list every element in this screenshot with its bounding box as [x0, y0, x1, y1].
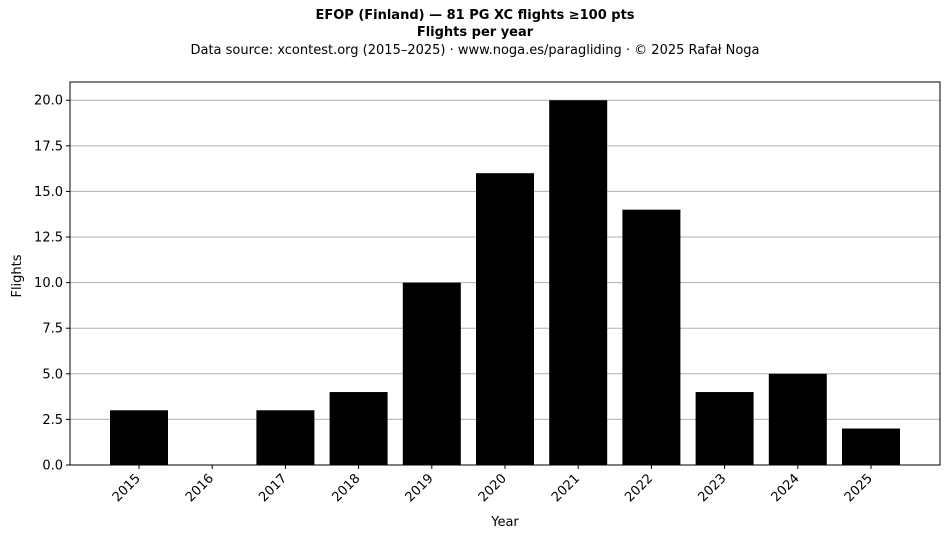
x-tick-label: 2023 — [695, 471, 729, 505]
x-tick-label: 2018 — [329, 471, 363, 505]
x-tick-label: 2015 — [110, 471, 144, 505]
x-axis-label: Year — [490, 515, 519, 530]
chart-subtitle: Flights per year — [416, 25, 534, 40]
bar-2017 — [256, 410, 315, 465]
x-tick-label: 2019 — [403, 471, 437, 505]
bar-2020 — [476, 173, 534, 465]
y-tick-label: 17.5 — [34, 139, 63, 154]
y-tick-label: 20.0 — [34, 94, 63, 109]
bar-2018 — [329, 392, 388, 465]
bar-2025 — [842, 428, 900, 465]
x-axis-ticks: 2015 2016 2017 2018 2019 2020 2021 2022 2023 2024… — [110, 465, 876, 505]
chart-source: Data source: xcontest.org (2015–2025) · … — [190, 43, 760, 58]
bar-2022 — [622, 209, 681, 465]
x-tick-label: 2022 — [622, 471, 656, 505]
x-tick-label: 2025 — [842, 471, 876, 505]
bar-2015 — [110, 410, 168, 465]
bar-2019 — [402, 282, 461, 465]
x-tick-label: 2020 — [476, 471, 510, 505]
y-axis-ticks: 0.0 2.5 5.0 7.5 10.0 12.5 15.0 17.5 20.0 — [34, 94, 70, 474]
bars — [110, 100, 900, 465]
y-tick-label: 2.5 — [42, 413, 63, 428]
y-tick-label: 5.0 — [42, 367, 63, 382]
x-tick-label: 2016 — [183, 471, 217, 505]
bar-2021 — [549, 100, 608, 465]
x-tick-label: 2017 — [256, 471, 290, 505]
y-tick-label: 7.5 — [42, 322, 63, 337]
y-axis-label: Flights — [10, 254, 25, 297]
y-tick-label: 0.0 — [42, 459, 63, 474]
y-tick-label: 12.5 — [34, 231, 63, 246]
y-tick-label: 15.0 — [34, 185, 63, 200]
chart-title: EFOP (Finland) — 81 PG XC flights ≥100 p… — [315, 8, 635, 23]
bar-2024 — [768, 373, 827, 465]
x-tick-label: 2024 — [769, 471, 803, 505]
bar-2023 — [695, 392, 754, 465]
x-tick-label: 2021 — [549, 471, 583, 505]
y-tick-label: 10.0 — [34, 276, 63, 291]
